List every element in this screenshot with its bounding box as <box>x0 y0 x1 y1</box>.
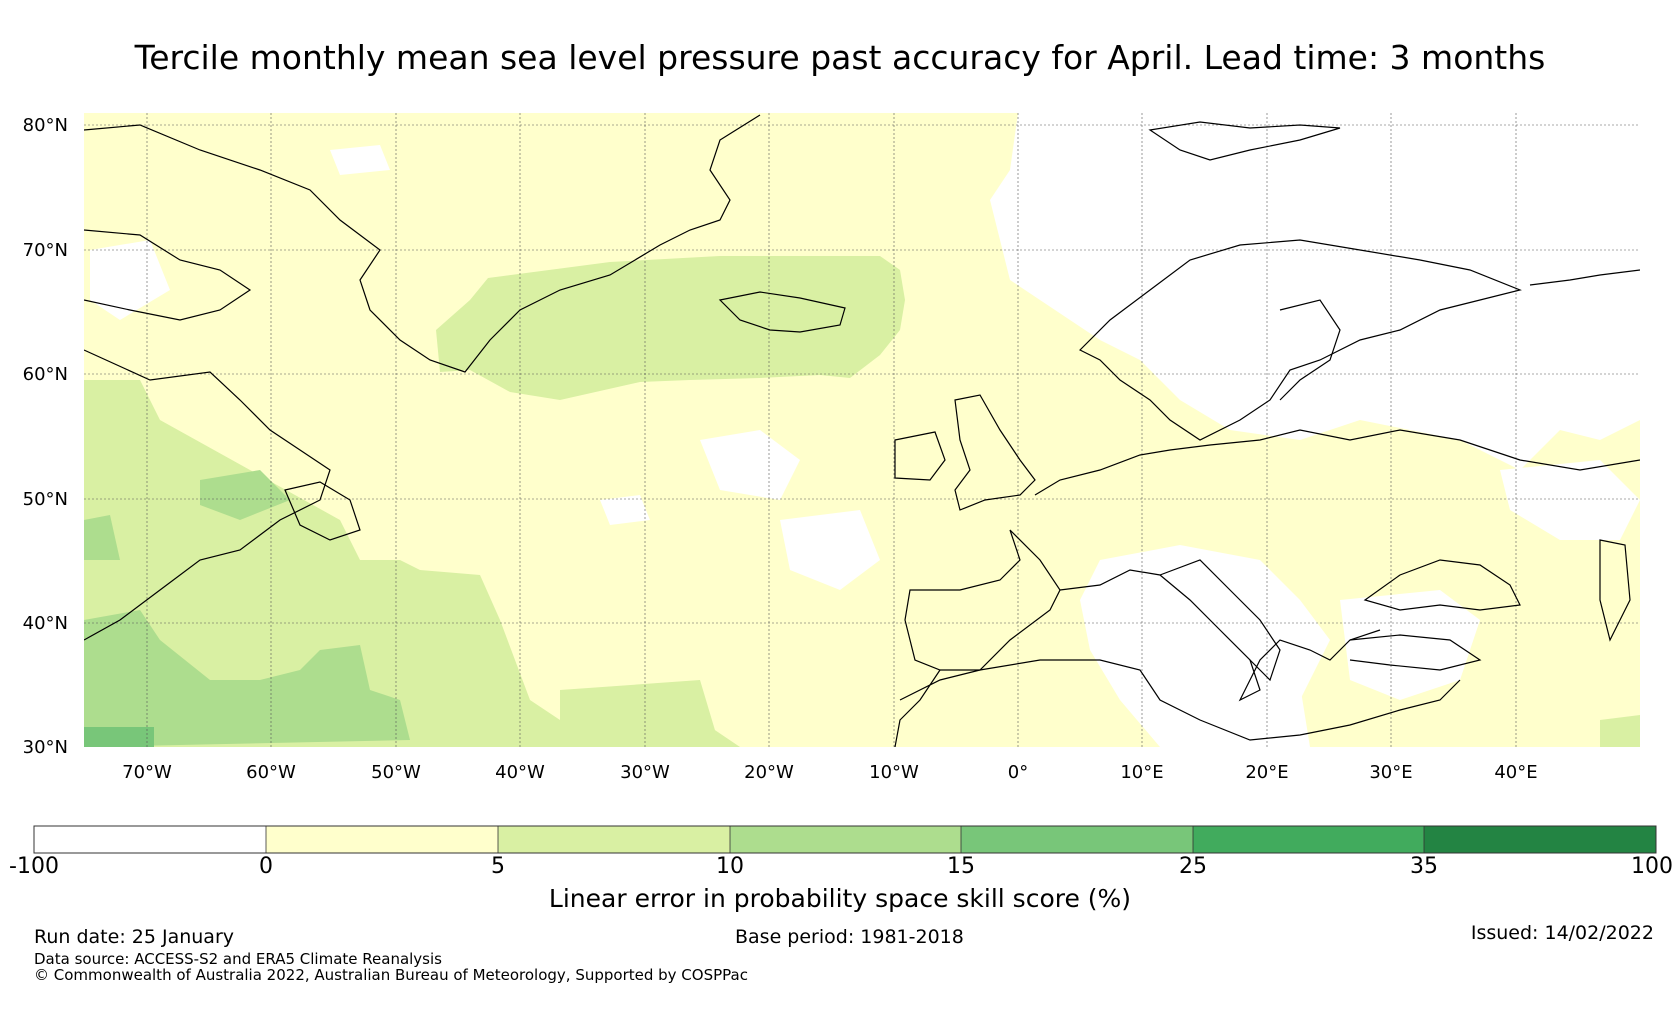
coast-svalbard <box>1148 121 1341 161</box>
coast-iberia <box>904 529 1061 671</box>
coast-africa-atlantic <box>894 669 941 747</box>
coast-russia-arctic <box>1529 269 1640 286</box>
coast-scandinavia <box>1078 239 1522 441</box>
lon-label: 30°W <box>620 762 670 783</box>
issued-date: Issued: 14/02/2022 <box>1470 922 1654 944</box>
base-period: Base period: 1981-2018 <box>735 926 964 948</box>
colorbar-segment <box>730 826 961 853</box>
lon-label: 20°E <box>1245 762 1288 783</box>
colorbar-segment <box>961 826 1193 853</box>
lon-label: 20°W <box>744 762 794 783</box>
coast-arctic-islands <box>84 229 252 321</box>
skill-15-25-regions <box>84 727 154 747</box>
coast-finland-baltic <box>1279 299 1341 401</box>
coast-mediterranean-north <box>1059 569 1381 702</box>
lat-label: 40°N <box>23 613 68 634</box>
run-date: Run date: 25 January <box>34 926 235 948</box>
colorbar-label: Linear error in probability space skill … <box>548 884 1132 913</box>
colorbar-segment <box>498 826 730 853</box>
lat-label: 70°N <box>23 240 68 261</box>
copyright: © Commonwealth of Australia 2022, Austra… <box>34 966 748 984</box>
coast-iceland <box>718 291 846 333</box>
lat-label: 30°N <box>23 737 68 758</box>
colorbar-tick: 10 <box>716 854 744 879</box>
lon-label: 0° <box>1008 762 1028 783</box>
lon-label: 40°W <box>495 762 545 783</box>
chart-title: Tercile monthly mean sea level pressure … <box>134 38 1546 77</box>
lon-label: 70°W <box>122 762 172 783</box>
colorbar-segment <box>34 826 266 853</box>
lon-label: 30°E <box>1369 762 1412 783</box>
coast-labrador <box>84 349 331 641</box>
coast-britain <box>954 394 1036 511</box>
colorbar <box>33 825 1657 854</box>
skill-5-10-regions <box>84 256 1640 747</box>
coast-ireland <box>894 431 946 481</box>
colorbar-tick: 25 <box>1179 854 1207 879</box>
colorbar-segment <box>1424 826 1656 853</box>
lat-label: 60°N <box>23 364 68 385</box>
skill-10-15-regions <box>84 470 410 747</box>
colorbar-tick: 5 <box>491 854 505 879</box>
coast-anatolia <box>1349 634 1482 671</box>
colorbar-segment <box>1193 826 1424 853</box>
coast-greenland <box>84 114 761 373</box>
colorbar-frame <box>33 825 1657 854</box>
lon-label: 50°W <box>371 762 421 783</box>
skill-negative-regions <box>90 113 1640 747</box>
lon-label: 10°E <box>1120 762 1163 783</box>
lat-label: 80°N <box>23 115 68 136</box>
lat-label: 50°N <box>23 489 68 510</box>
lon-label: 10°W <box>869 762 919 783</box>
coast-black-sea <box>1363 559 1521 611</box>
colorbar-segment <box>266 826 498 853</box>
coast-caspian <box>1599 539 1631 642</box>
data-source: Data source: ACCESS-S2 and ERA5 Climate … <box>34 950 442 968</box>
colorbar-tick: -100 <box>9 854 59 879</box>
coastlines <box>84 114 1640 747</box>
colorbar-tick: 0 <box>259 854 273 879</box>
coast-newfoundland <box>284 481 361 541</box>
lon-label: 40°E <box>1494 762 1537 783</box>
coast-italy <box>1159 559 1281 682</box>
colorbar-tick: 15 <box>947 854 975 879</box>
lon-labels: 70°W 60°W 50°W 40°W 30°W 20°W 10°W 0° 10… <box>122 762 1537 783</box>
lon-label: 60°W <box>246 762 296 783</box>
coast-north-africa <box>899 659 1461 741</box>
graticule <box>84 113 1640 747</box>
colorbar-tick: 35 <box>1410 854 1438 879</box>
lat-labels: 80°N 70°N 60°N 50°N 40°N 30°N <box>23 115 68 758</box>
coast-europe <box>1034 429 1640 496</box>
colorbar-tick: 100 <box>1631 854 1673 879</box>
